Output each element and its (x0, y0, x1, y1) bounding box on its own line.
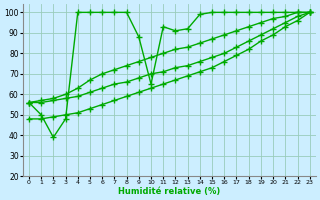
X-axis label: Humidité relative (%): Humidité relative (%) (118, 187, 220, 196)
